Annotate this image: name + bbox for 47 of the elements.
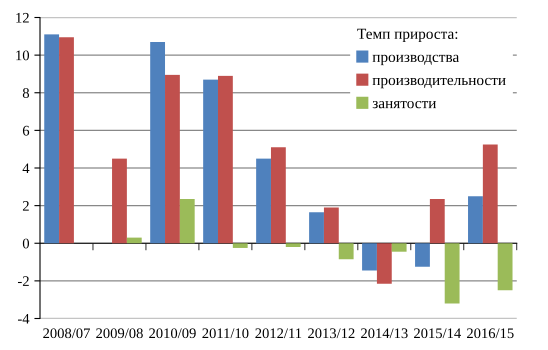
- bar: [59, 37, 74, 244]
- x-tick-label: 2009/08: [96, 328, 143, 338]
- bar: [126, 238, 142, 244]
- bar: [376, 243, 392, 284]
- y-tick-label: 12: [16, 12, 29, 23]
- bar: [180, 199, 195, 244]
- x-tick-label: 2011/10: [202, 328, 248, 338]
- bar: [44, 34, 60, 244]
- bar: [430, 199, 445, 244]
- y-tick-label: 0: [22, 238, 30, 248]
- legend-label: занятости: [372, 100, 436, 108]
- bar: [415, 243, 430, 267]
- bar: [444, 243, 460, 304]
- x-tick-label: 2010/09: [149, 328, 196, 338]
- y-tick-label: 10: [16, 50, 30, 60]
- bar: [498, 243, 513, 290]
- bar: [392, 243, 407, 252]
- x-tick-label: 2016/15: [467, 328, 514, 338]
- bar: [203, 80, 218, 244]
- x-tick-label: 2015/14: [414, 328, 461, 338]
- x-tick-label: 2013/12: [308, 328, 354, 338]
- y-tick-label: -2: [18, 276, 29, 286]
- bar: [218, 76, 233, 244]
- y-tick-label: 4: [22, 163, 30, 174]
- bar: [324, 208, 339, 244]
- bar: [165, 74, 180, 244]
- x-tick-label: 2008/07: [43, 328, 90, 338]
- bar: [256, 158, 271, 244]
- bar: [286, 243, 301, 248]
- bar: [112, 158, 127, 244]
- x-tick-label: 2014/13: [361, 328, 408, 338]
- bar: [468, 196, 483, 244]
- legend-label: производительности: [372, 78, 506, 88]
- bar: [232, 243, 248, 248]
- y-tick-label: -4: [18, 314, 30, 324]
- y-tick-label: 6: [22, 126, 30, 136]
- legend-label: производства: [372, 54, 460, 66]
- y-tick-label: 8: [22, 88, 30, 98]
- bar: [270, 147, 286, 244]
- x-tick-label: 2012/11: [255, 328, 302, 338]
- bar: [150, 42, 166, 244]
- legend-title: Темп прироста:: [357, 28, 458, 42]
- bar: [482, 144, 498, 244]
- bar: [338, 243, 354, 260]
- bar: [362, 243, 377, 271]
- y-tick-label: 2: [22, 201, 29, 211]
- bar: [309, 212, 324, 244]
